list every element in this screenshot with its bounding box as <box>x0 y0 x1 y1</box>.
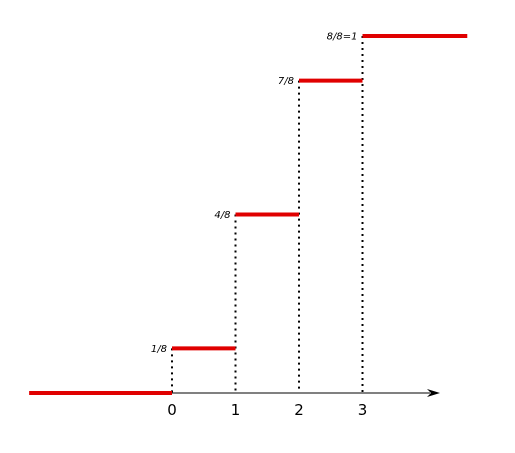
x-tick-label: 2 <box>294 401 304 419</box>
level-label: 1/8 <box>151 344 167 355</box>
x-tick-label: 0 <box>167 401 177 419</box>
x-axis: 0 1 2 3 <box>167 389 440 419</box>
x-tick-label: 3 <box>358 401 368 419</box>
level-label: 8/8=1 <box>327 32 358 43</box>
level-label: 7/8 <box>278 76 294 87</box>
x-axis-arrow <box>427 389 440 397</box>
level-label: 4/8 <box>214 210 230 221</box>
x-tick-label: 1 <box>231 401 241 419</box>
step-series <box>29 34 468 395</box>
dropline-group <box>171 36 364 393</box>
label-group: 1/8 4/8 7/8 8/8=1 <box>151 32 358 355</box>
